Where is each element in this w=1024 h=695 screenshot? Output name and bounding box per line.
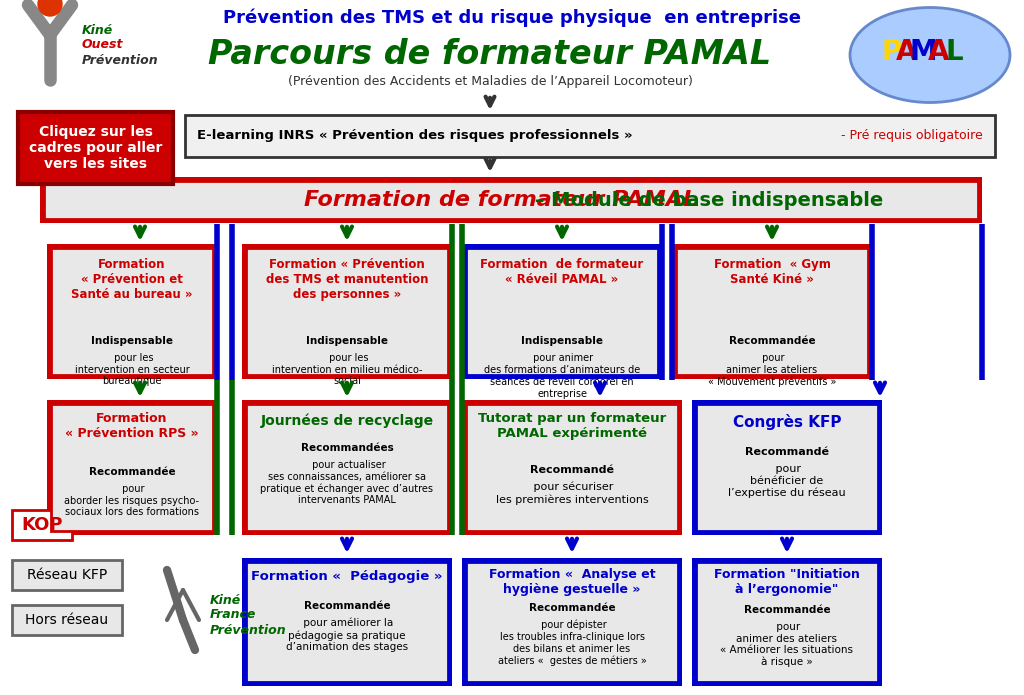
- Bar: [44, 181, 978, 219]
- Text: Recommandée: Recommandée: [304, 601, 390, 611]
- Text: Prévention des TMS et du risque physique  en entreprise: Prévention des TMS et du risque physique…: [223, 9, 801, 27]
- Bar: [51, 404, 213, 531]
- Text: pour
animer les ateliers
« Mouvement préventifs »: pour animer les ateliers « Mouvement pré…: [708, 353, 837, 387]
- Ellipse shape: [850, 8, 1010, 102]
- Text: Formation «  Pédagogie »: Formation « Pédagogie »: [251, 570, 442, 583]
- Text: pour
animer des ateliers
« Améliorer les situations
à risque »: pour animer des ateliers « Améliorer les…: [721, 622, 853, 667]
- Bar: [246, 404, 449, 531]
- Text: - Pré requis obligatoire: - Pré requis obligatoire: [838, 129, 983, 142]
- Text: pour les
intervention en milieu médico-
social: pour les intervention en milieu médico- …: [271, 353, 422, 386]
- Text: Indispensable: Indispensable: [91, 336, 173, 346]
- Bar: [466, 404, 678, 531]
- Text: Indispensable: Indispensable: [306, 336, 388, 346]
- Text: Indispensable: Indispensable: [521, 336, 603, 346]
- Bar: [462, 558, 682, 686]
- Bar: [47, 400, 217, 535]
- Text: A: A: [928, 38, 949, 66]
- Text: L: L: [945, 38, 963, 66]
- Text: Cliquez sur les
cadres pour aller
vers les sites: Cliquez sur les cadres pour aller vers l…: [29, 125, 162, 171]
- Bar: [696, 562, 878, 682]
- Bar: [12, 560, 122, 590]
- Text: Recommandée: Recommandée: [89, 467, 175, 477]
- Text: Recommandée: Recommandée: [743, 605, 830, 615]
- Text: Formation
« Prévention RPS »: Formation « Prévention RPS »: [66, 412, 199, 440]
- Bar: [246, 562, 449, 682]
- Text: M: M: [909, 38, 937, 66]
- Text: Formation « Prévention
des TMS et manutention
des personnes »: Formation « Prévention des TMS et manute…: [266, 258, 428, 301]
- Text: KOP: KOP: [22, 516, 62, 534]
- Bar: [246, 248, 449, 375]
- Bar: [242, 400, 452, 535]
- Bar: [51, 248, 213, 375]
- Text: pour animer
des formations d’animateurs de
séances de réveil corporel en
entrepr: pour animer des formations d’animateurs …: [484, 353, 640, 399]
- Bar: [692, 400, 882, 535]
- Text: Hors réseau: Hors réseau: [26, 613, 109, 627]
- Bar: [242, 244, 452, 379]
- Text: Kiné: Kiné: [82, 24, 114, 37]
- Text: pour
bénéficier de
l’expertise du réseau: pour bénéficier de l’expertise du réseau: [728, 464, 846, 498]
- Text: Formation  de formateur
« Réveil PAMAL »: Formation de formateur « Réveil PAMAL »: [480, 258, 644, 286]
- Text: pour dépister
les troubles infra-clinique lors
des bilans et animer les
ateliers: pour dépister les troubles infra-cliniqu…: [498, 620, 646, 666]
- Bar: [462, 244, 662, 379]
- Text: Recommandées: Recommandées: [301, 443, 393, 453]
- Bar: [462, 400, 682, 535]
- Text: Parcours de formateur PAMAL: Parcours de formateur PAMAL: [209, 38, 771, 72]
- Text: Kiné
France
Prévention: Kiné France Prévention: [210, 594, 287, 637]
- Bar: [466, 562, 678, 682]
- Text: Formation  « Gym
Santé Kiné »: Formation « Gym Santé Kiné »: [714, 258, 830, 286]
- Text: E-learning INRS « Prévention des risques professionnels »: E-learning INRS « Prévention des risques…: [197, 129, 633, 142]
- Bar: [676, 248, 868, 375]
- Text: P: P: [882, 38, 902, 66]
- Text: A: A: [896, 38, 918, 66]
- Text: Journées de recyclage: Journées de recyclage: [260, 414, 433, 429]
- Bar: [692, 558, 882, 686]
- Bar: [466, 248, 658, 375]
- Text: – Module de base indispensable: – Module de base indispensable: [528, 190, 884, 209]
- Text: Réseau KFP: Réseau KFP: [27, 568, 108, 582]
- Text: pour les
intervention en secteur
bureautique: pour les intervention en secteur bureaut…: [75, 353, 189, 386]
- Bar: [40, 177, 982, 223]
- Text: Tutorat par un formateur
PAMAL expérimenté: Tutorat par un formateur PAMAL expérimen…: [478, 412, 667, 440]
- Bar: [47, 244, 217, 379]
- Text: Recommandé: Recommandé: [530, 465, 614, 475]
- Text: Recommandée: Recommandée: [528, 603, 615, 613]
- Text: (Prévention des Accidents et Maladies de l’Appareil Locomoteur): (Prévention des Accidents et Maladies de…: [288, 76, 692, 88]
- Text: pour actualiser
ses connaissances, améliorer sa
pratique et échanger avec d’autr: pour actualiser ses connaissances, améli…: [260, 460, 433, 505]
- Text: pour sécuriser
les premières interventions: pour sécuriser les premières interventio…: [496, 482, 648, 505]
- Bar: [696, 404, 878, 531]
- Text: Formation
« Prévention et
Santé au bureau »: Formation « Prévention et Santé au burea…: [72, 258, 193, 301]
- Text: Recommandé: Recommandé: [745, 447, 829, 457]
- Text: Recommandée: Recommandée: [729, 336, 815, 346]
- Text: Prévention: Prévention: [82, 54, 159, 67]
- Text: Formation "Initiation
à l’ergonomie": Formation "Initiation à l’ergonomie": [714, 568, 860, 596]
- Text: Formation de formateur PAMAL: Formation de formateur PAMAL: [304, 190, 697, 210]
- Text: Ouest: Ouest: [82, 38, 124, 51]
- Bar: [12, 605, 122, 635]
- Text: Formation «  Analyse et
hygiène gestuelle »: Formation « Analyse et hygiène gestuelle…: [488, 568, 655, 596]
- Text: Congrès KFP: Congrès KFP: [733, 414, 842, 430]
- Bar: [185, 115, 995, 157]
- Bar: [12, 510, 72, 540]
- Text: pour
aborder les risques psycho-
sociaux lors des formations: pour aborder les risques psycho- sociaux…: [65, 484, 200, 517]
- Circle shape: [38, 0, 62, 16]
- Bar: [18, 112, 173, 184]
- Text: pour améliorer la
pédagogie sa pratique
d’animation des stages: pour améliorer la pédagogie sa pratique …: [286, 618, 408, 653]
- Bar: [672, 244, 872, 379]
- Bar: [242, 558, 452, 686]
